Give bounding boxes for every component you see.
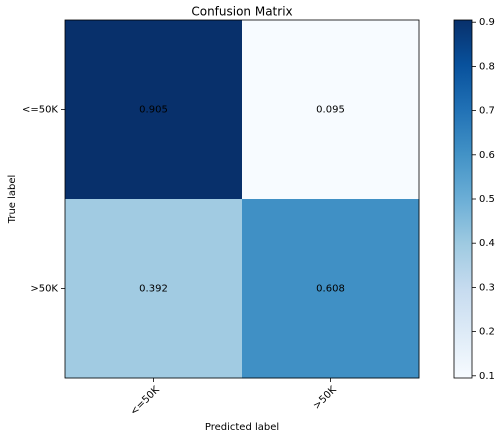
- colorbar-tick-label: 0.4: [479, 238, 495, 249]
- y-tick-label: >50K: [30, 284, 58, 295]
- x-tick-label: <=50K: [128, 384, 162, 418]
- colorbar-tick-label: 0.1: [479, 371, 495, 382]
- y-tick-label: <=50K: [22, 105, 58, 116]
- cell: [65, 199, 243, 379]
- cell-label: 0.392: [139, 284, 168, 295]
- cell-label: 0.608: [316, 284, 345, 295]
- x-axis-label: Predicted label: [205, 422, 279, 433]
- colorbar-tick-label: 0.7: [479, 106, 495, 117]
- y-axis-label: True label: [7, 175, 18, 225]
- cell-label: 0.905: [139, 105, 168, 116]
- cell: [242, 199, 420, 379]
- colorbar-tick-label: 0.2: [479, 327, 495, 338]
- cell: [242, 20, 420, 200]
- colorbar-tick-label: 0.9: [479, 17, 495, 28]
- colorbar-tick-label: 0.3: [479, 282, 495, 293]
- colorbar: [453, 19, 473, 379]
- plot-frame: [64, 19, 420, 379]
- cell: [65, 20, 243, 200]
- x-tick-label: >50K: [311, 384, 339, 412]
- colorbar-tick-label: 0.5: [479, 194, 495, 205]
- colorbar-tick-label: 0.6: [479, 150, 495, 161]
- cell-label: 0.095: [316, 105, 345, 116]
- chart-title: Confusion Matrix: [191, 5, 292, 19]
- colorbar-tick-label: 0.8: [479, 61, 495, 72]
